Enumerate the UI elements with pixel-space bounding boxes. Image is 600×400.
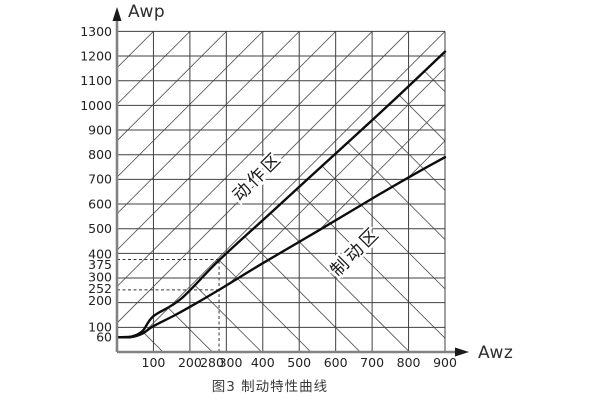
x-tick-700: 700 [360, 355, 384, 370]
y-tick-375: 375 [88, 257, 112, 272]
x-tick-100: 100 [142, 355, 166, 370]
axes [112, 7, 469, 357]
x-tick-200: 200 [178, 355, 202, 370]
figure-caption: 图3 制动特性曲线 [211, 379, 329, 395]
y-tick-100: 100 [88, 320, 112, 335]
y-tick-900: 900 [88, 122, 112, 137]
y-tick-300: 300 [88, 269, 112, 284]
dashed-guides [117, 259, 220, 352]
grid-lines [117, 30, 446, 352]
characteristic-curves [115, 50, 447, 339]
x-tick-400: 400 [251, 355, 275, 370]
x-tick-800: 800 [397, 355, 421, 370]
y-tick-200: 200 [88, 293, 112, 308]
upper-boundary-curve [115, 50, 447, 339]
y-tick-700: 700 [88, 172, 112, 187]
y-tick-252: 252 [88, 281, 112, 296]
y-tick-400: 400 [88, 246, 112, 261]
y-tick-500: 500 [88, 221, 112, 236]
x-axis-arrow-icon [455, 347, 469, 357]
y-tick-1100: 1100 [80, 73, 112, 88]
y-tick-1300: 1300 [80, 24, 112, 39]
x-tick-300: 300 [219, 355, 243, 370]
x-tick-600: 600 [324, 355, 348, 370]
y-tick-60: 60 [96, 330, 112, 345]
y-axis-arrow-icon [112, 7, 122, 21]
y-tick-800: 800 [88, 147, 112, 162]
y-tick-1200: 1200 [80, 48, 112, 63]
x-tick-280: 280 [200, 355, 224, 370]
region-label-action: 动作区 [229, 148, 287, 206]
y-tick-600: 600 [88, 196, 112, 211]
x-tick-900: 900 [433, 355, 457, 370]
x-tick-500: 500 [287, 355, 311, 370]
lower-boundary-curve [115, 156, 447, 339]
y-tick-1000: 1000 [80, 98, 112, 113]
x-axis-title: Awz [478, 343, 514, 363]
y-axis-title: Awp [128, 2, 166, 22]
